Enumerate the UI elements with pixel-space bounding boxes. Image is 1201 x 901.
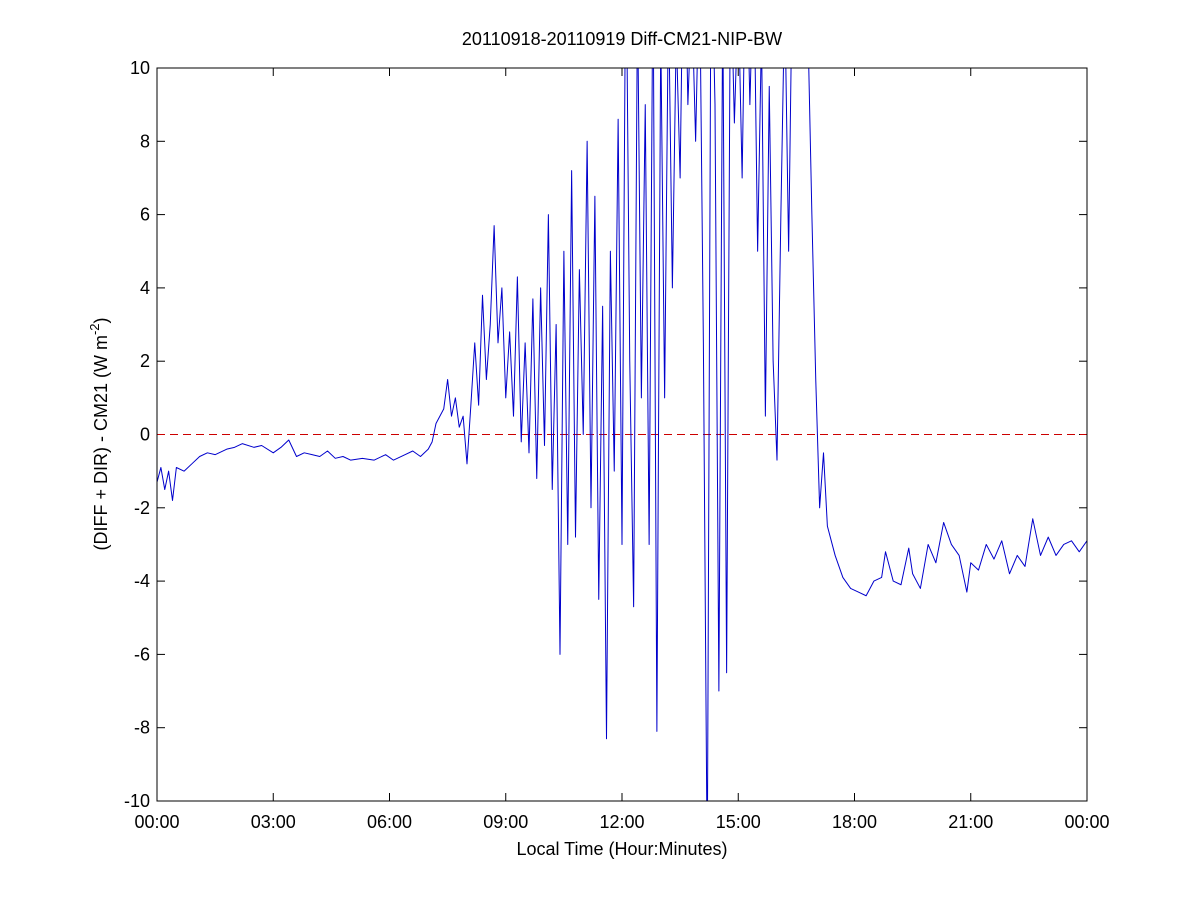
x-axis-label: Local Time (Hour:Minutes): [516, 839, 727, 859]
y-tick-label: 0: [140, 425, 150, 445]
x-tick-label: 09:00: [483, 812, 528, 832]
x-tick-label: 00:00: [134, 812, 179, 832]
y-tick-label: -10: [124, 791, 150, 811]
data-line: [157, 68, 1087, 801]
x-tick-label: 18:00: [832, 812, 877, 832]
x-tick-label: 12:00: [599, 812, 644, 832]
y-tick-label: -8: [134, 718, 150, 738]
y-axis-label-sup: -2: [87, 323, 102, 335]
y-axis-label: (DIFF + DIR) - CM21 (W m-2): [87, 317, 111, 550]
plot-area: [157, 68, 1087, 801]
x-tick-label: 15:00: [716, 812, 761, 832]
y-tick-label: 4: [140, 278, 150, 298]
x-tick-label: 00:00: [1064, 812, 1109, 832]
y-tick-label: -4: [134, 571, 150, 591]
y-tick-label: 10: [130, 58, 150, 78]
x-tick-label: 03:00: [251, 812, 296, 832]
chart-title: 20110918-20110919 Diff-CM21-NIP-BW: [462, 29, 782, 49]
y-tick-label: -6: [134, 644, 150, 664]
x-tick-label: 06:00: [367, 812, 412, 832]
y-axis-label-suffix: ): [91, 317, 111, 323]
x-tick-label: 21:00: [948, 812, 993, 832]
y-tick-label: 8: [140, 131, 150, 151]
plot-frame: [156, 67, 1088, 802]
y-tick-label: 2: [140, 351, 150, 371]
y-tick-label: -2: [134, 498, 150, 518]
y-tick-label: 6: [140, 205, 150, 225]
y-axis-label-text: (DIFF + DIR) - CM21 (W m: [91, 335, 111, 550]
